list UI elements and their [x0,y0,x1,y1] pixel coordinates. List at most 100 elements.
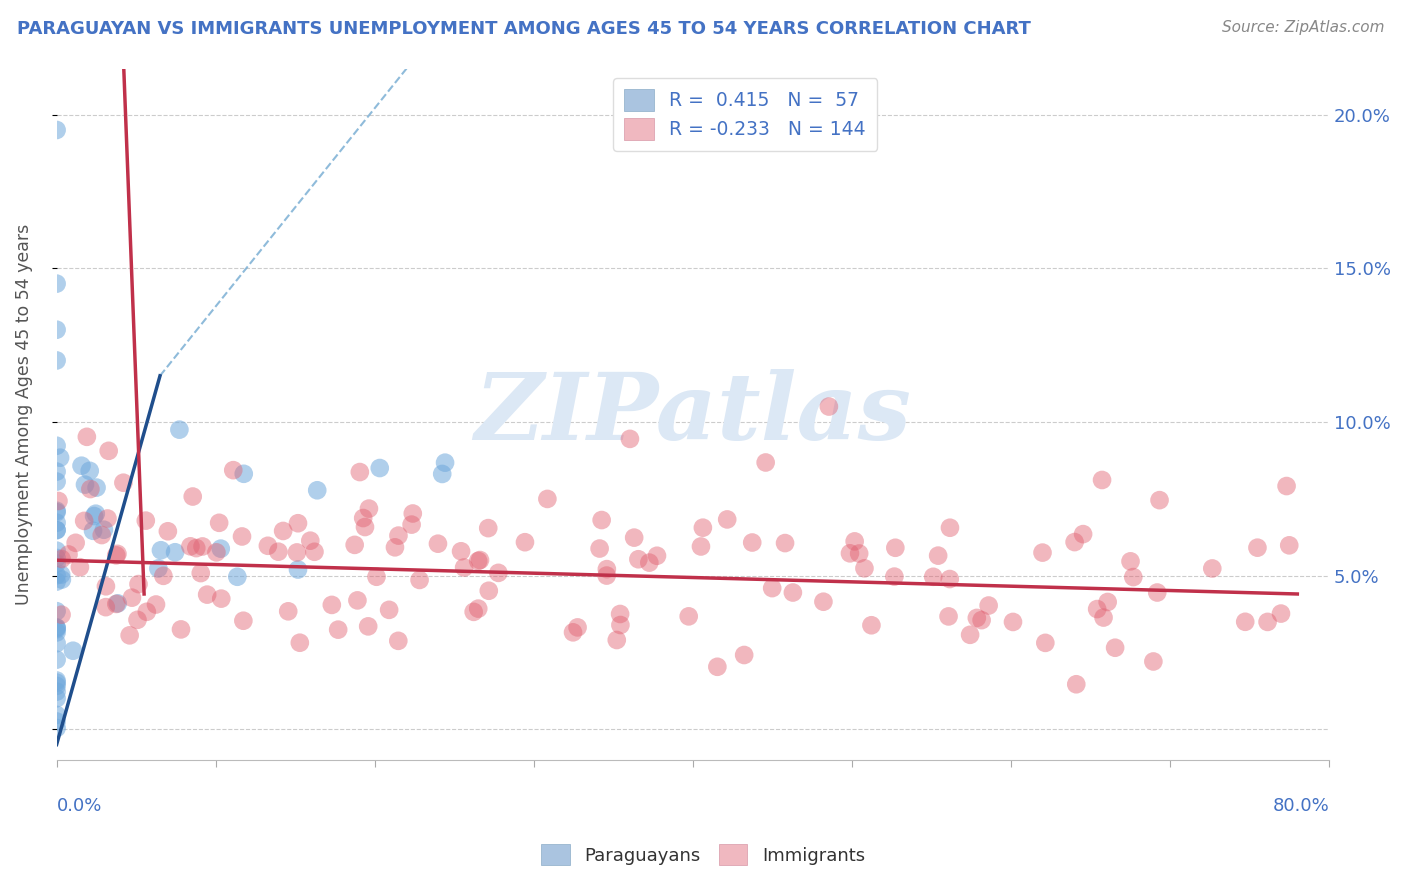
Point [45,439,67,453]
Point [328,623,350,637]
Point [1092,610,1115,624]
Point [690,540,713,554]
Point [45,523,67,537]
Point [51,567,73,582]
Point [463,605,485,619]
Point [45,550,67,565]
Point [378,603,401,617]
Y-axis label: Unemployment Among Ages 45 to 54 years: Unemployment Among Ages 45 to 54 years [15,224,32,605]
Point [45,714,67,729]
Text: 0.0%: 0.0% [56,797,103,814]
Point [170,623,193,637]
Point [1270,607,1292,621]
Point [966,611,988,625]
Point [450,544,472,558]
Point [1122,570,1144,584]
Point [105,549,128,563]
Point [1064,677,1087,691]
Point [79,482,101,496]
Point [148,561,170,575]
Text: Source: ZipAtlas.com: Source: ZipAtlas.com [1222,20,1385,35]
Point [186,541,208,555]
Point [45,516,67,530]
Point [782,585,804,599]
Point [73,514,96,528]
Point [354,520,377,534]
Point [149,543,172,558]
Point [678,609,700,624]
Point [45,622,67,636]
Point [387,633,409,648]
Point [145,598,167,612]
Point [922,570,945,584]
Point [169,423,191,437]
Point [135,605,157,619]
Point [222,463,245,477]
Point [1071,527,1094,541]
Point [271,524,294,538]
Point [257,539,280,553]
Point [209,541,232,556]
Point [477,521,499,535]
Point [97,443,120,458]
Point [478,583,501,598]
Point [45,505,67,519]
Point [45,620,67,634]
Point [135,514,157,528]
Point [959,628,981,642]
Point [627,552,650,566]
Point [595,568,617,582]
Point [287,516,309,531]
Point [346,593,368,607]
Point [105,597,128,611]
Point [453,560,475,574]
Point [839,546,862,560]
Point [623,531,645,545]
Point [321,598,343,612]
Point [112,475,135,490]
Point [107,547,129,561]
Point [45,353,67,368]
Point [432,467,454,481]
Point [304,545,326,559]
Point [1097,595,1119,609]
Point [1104,640,1126,655]
Point [45,621,67,635]
Point [127,613,149,627]
Point [773,536,796,550]
Point [45,691,67,706]
Point [352,511,374,525]
Point [45,675,67,690]
Point [591,513,613,527]
Point [844,534,866,549]
Text: 80.0%: 80.0% [1272,797,1329,814]
Point [45,543,67,558]
Point [619,432,641,446]
Point [195,588,218,602]
Point [609,618,631,632]
Point [231,529,253,543]
Point [609,607,631,621]
Point [853,561,876,575]
Point [208,516,231,530]
Point [706,660,728,674]
Point [970,613,993,627]
Point [1085,602,1108,616]
Point [45,465,67,479]
Point [191,540,214,554]
Point [96,511,118,525]
Point [733,648,755,662]
Point [1142,655,1164,669]
Point [45,625,67,640]
Point [181,490,204,504]
Point [58,548,80,562]
Point [860,618,883,632]
Point [45,475,67,489]
Point [1031,546,1053,560]
Point [121,591,143,605]
Point [45,323,67,337]
Point [1275,479,1298,493]
Point [468,553,491,567]
Point [45,123,67,137]
Point [205,545,228,559]
